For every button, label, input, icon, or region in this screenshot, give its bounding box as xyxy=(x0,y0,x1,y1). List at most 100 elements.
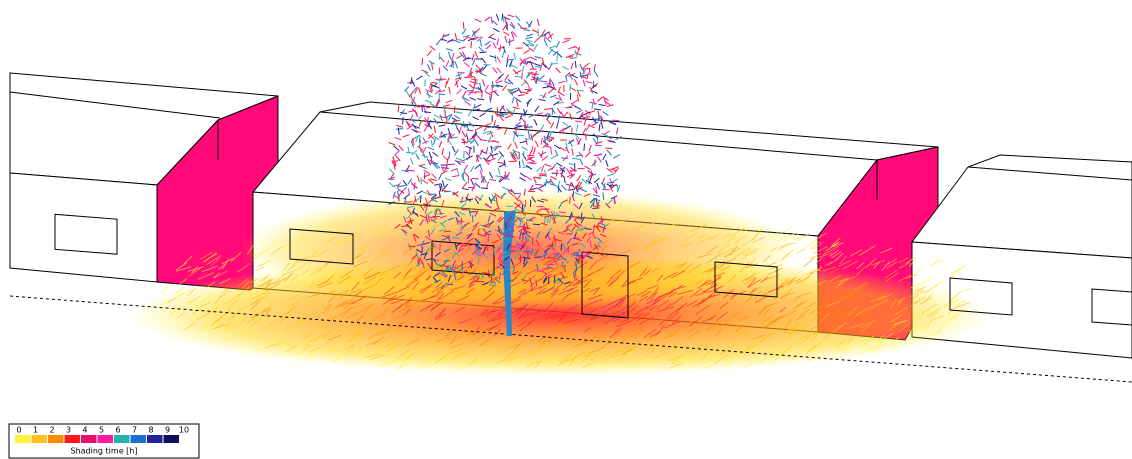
shadow-stroke xyxy=(265,278,273,287)
shadow-stroke xyxy=(468,275,479,281)
branch xyxy=(441,148,444,156)
legend-tick-label: 2 xyxy=(49,426,54,435)
branch xyxy=(557,101,565,105)
branch xyxy=(613,154,620,159)
shadow-stroke xyxy=(616,298,626,307)
shadow-stroke xyxy=(668,292,677,298)
branch xyxy=(432,163,439,169)
shadow-stroke xyxy=(890,298,897,309)
shadow-stroke xyxy=(468,357,478,366)
branch xyxy=(535,183,543,186)
shadow-stroke xyxy=(584,338,593,345)
shadow-stroke xyxy=(550,289,560,299)
branch xyxy=(531,73,539,76)
branch xyxy=(466,140,474,143)
branch xyxy=(553,234,557,242)
branch xyxy=(576,124,579,132)
branch xyxy=(539,183,546,189)
shadow-stroke xyxy=(221,257,234,265)
shadow-stroke xyxy=(929,315,944,322)
branch xyxy=(577,138,582,145)
branch xyxy=(407,146,410,154)
shadow-stroke xyxy=(201,265,218,273)
branch xyxy=(428,134,435,140)
shadow-stroke xyxy=(414,268,424,279)
shadow-stroke xyxy=(912,267,923,277)
shadow-stroke xyxy=(386,290,395,299)
shadow-stroke xyxy=(847,306,858,317)
shadow-stroke xyxy=(557,358,569,367)
branch xyxy=(497,167,501,175)
shadow-stroke xyxy=(780,232,796,240)
shadow-stroke xyxy=(505,355,519,362)
branch xyxy=(536,231,541,239)
shadow-stroke xyxy=(450,285,466,291)
shadow-stroke xyxy=(282,268,298,276)
branch xyxy=(430,84,433,92)
branch xyxy=(479,112,486,118)
branch xyxy=(541,29,546,37)
branch xyxy=(586,175,591,183)
shadow-stroke xyxy=(393,272,402,279)
shadow-stroke xyxy=(889,336,900,346)
shadow-stroke xyxy=(612,309,621,316)
branch xyxy=(513,202,521,207)
shadow-stroke xyxy=(346,344,355,355)
shadow-stroke xyxy=(327,334,343,341)
shadow-stroke xyxy=(589,312,599,321)
branch xyxy=(523,56,531,61)
branch xyxy=(511,89,519,94)
branch xyxy=(423,111,432,114)
branch xyxy=(496,266,504,270)
branch xyxy=(397,127,400,135)
shadow-stroke xyxy=(495,355,512,365)
shadow-stroke xyxy=(340,270,353,279)
shadow-stroke xyxy=(264,307,272,318)
branch xyxy=(496,203,501,210)
shadow-stroke xyxy=(589,298,603,305)
branch xyxy=(568,162,576,167)
branch xyxy=(597,241,601,249)
branch xyxy=(454,149,459,156)
branch xyxy=(462,182,468,189)
shadow-stroke xyxy=(395,349,410,360)
branch xyxy=(522,204,526,212)
branch xyxy=(461,269,468,274)
branch xyxy=(515,97,522,103)
shadow-stroke xyxy=(355,304,372,316)
shadow-stroke xyxy=(610,330,626,339)
branch xyxy=(563,281,571,285)
branch xyxy=(492,67,498,74)
shadow-stroke xyxy=(183,255,193,265)
shadow-stroke xyxy=(860,319,876,329)
shadow-stroke xyxy=(173,288,183,296)
branch xyxy=(442,155,449,161)
shadow-stroke xyxy=(367,330,384,340)
shadow-stroke xyxy=(622,281,636,287)
shadow-stroke xyxy=(460,323,476,333)
branch xyxy=(613,196,617,204)
shadow-stroke xyxy=(403,303,414,312)
branch xyxy=(561,184,567,191)
branch xyxy=(453,106,456,114)
shadow-stroke xyxy=(593,228,603,235)
branch xyxy=(605,202,611,209)
shadow-stroke xyxy=(848,294,861,303)
branch xyxy=(444,163,449,171)
branch xyxy=(461,187,469,191)
branch xyxy=(460,196,464,204)
shadow-stroke xyxy=(465,287,476,295)
shadow-stroke xyxy=(594,324,604,332)
shadow-stroke xyxy=(557,287,574,296)
branch xyxy=(534,176,542,180)
shadow-stroke xyxy=(333,289,350,297)
shadow-stroke xyxy=(652,351,668,359)
branch xyxy=(605,159,609,167)
branch xyxy=(555,162,563,167)
branch xyxy=(592,117,597,124)
branch xyxy=(471,30,477,37)
branch xyxy=(431,258,439,261)
shadow-stroke xyxy=(658,315,672,326)
branch xyxy=(404,165,410,172)
shadow-stroke xyxy=(814,310,825,316)
